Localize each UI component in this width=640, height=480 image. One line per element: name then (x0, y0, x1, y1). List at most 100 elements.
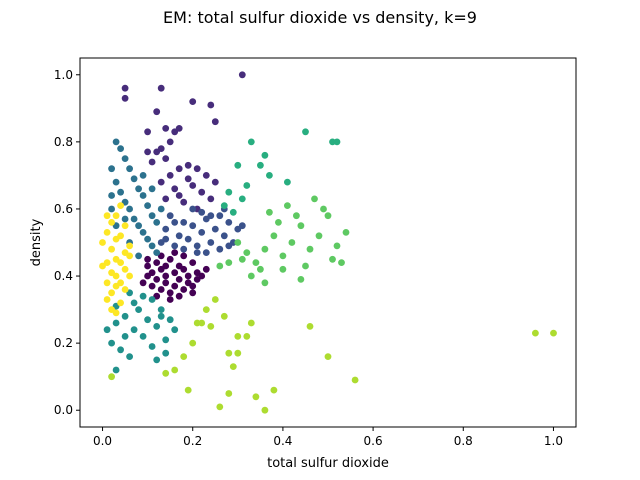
point-cluster-7-18 (270, 386, 278, 394)
point-cluster-4-14 (171, 326, 179, 334)
point-cluster-4-24 (157, 312, 165, 320)
point-cluster-2-12 (211, 225, 219, 233)
point-cluster-6-8 (306, 245, 314, 253)
point-cluster-8-15 (117, 202, 124, 210)
point-cluster-6-18 (266, 208, 273, 216)
point-cluster-4-2 (117, 346, 124, 354)
point-cluster-8-23 (121, 222, 129, 230)
point-cluster-2-14 (220, 232, 228, 240)
point-cluster-0-28 (180, 252, 188, 260)
point-cluster-6-5 (279, 252, 287, 260)
x-tick-label: 0.2 (183, 434, 202, 448)
point-cluster-1-12 (166, 138, 174, 146)
point-cluster-1-22 (157, 178, 165, 186)
point-cluster-4-4 (126, 353, 133, 360)
point-cluster-0-32 (189, 289, 197, 297)
point-cluster-4-25 (112, 366, 120, 374)
point-cluster-4-13 (166, 316, 174, 324)
point-cluster-8-25 (108, 269, 115, 277)
y-tick-label: 0.2 (54, 336, 73, 350)
point-cluster-6-7 (297, 222, 305, 230)
point-cluster-1-1 (121, 94, 129, 102)
point-cluster-0-5 (153, 276, 161, 283)
point-cluster-3-5 (130, 175, 138, 183)
point-cluster-7-26 (247, 319, 255, 327)
point-cluster-3-13 (126, 205, 133, 213)
point-cluster-4-17 (121, 333, 129, 340)
point-cluster-8-0 (99, 239, 106, 246)
point-cluster-8-22 (103, 296, 111, 303)
point-cluster-6-19 (257, 265, 264, 273)
point-cluster-8-28 (117, 279, 124, 287)
point-cluster-5-13 (229, 208, 237, 216)
point-cluster-2-2 (166, 212, 174, 220)
point-cluster-3-15 (130, 215, 138, 223)
point-cluster-4-11 (157, 306, 165, 313)
point-cluster-5-8 (284, 178, 291, 186)
point-cluster-6-12 (342, 229, 350, 236)
point-cluster-3-0 (112, 138, 120, 146)
point-cluster-5-10 (225, 188, 233, 196)
point-cluster-4-21 (103, 326, 111, 334)
point-cluster-8-9 (117, 299, 124, 307)
point-cluster-0-31 (175, 292, 183, 300)
point-cluster-3-16 (153, 219, 161, 226)
x-tick-label: 0.8 (454, 434, 473, 448)
point-cluster-7-17 (261, 406, 269, 414)
point-cluster-0-35 (162, 262, 170, 270)
point-cluster-2-15 (225, 219, 233, 226)
point-cluster-2-28 (162, 235, 170, 243)
point-cluster-7-0 (108, 373, 115, 381)
point-cluster-6-20 (247, 272, 255, 280)
point-cluster-7-20 (324, 353, 332, 360)
point-cluster-8-8 (112, 212, 120, 220)
point-cluster-7-25 (220, 312, 228, 320)
point-cluster-5-2 (329, 138, 336, 146)
point-cluster-1-29 (207, 195, 215, 203)
point-cluster-0-3 (148, 282, 156, 290)
point-cluster-6-3 (261, 245, 269, 253)
y-tick-label: 0.6 (54, 202, 73, 216)
point-cluster-1-8 (144, 128, 152, 136)
point-cluster-7-14 (216, 403, 224, 411)
point-cluster-7-3 (189, 339, 197, 347)
point-cluster-2-20 (198, 208, 206, 216)
point-cluster-2-19 (189, 205, 197, 213)
point-cluster-2-7 (189, 222, 197, 230)
point-cluster-1-33 (211, 178, 219, 186)
point-cluster-0-21 (189, 282, 197, 290)
point-cluster-4-16 (139, 292, 147, 300)
point-cluster-4-7 (139, 333, 147, 340)
point-cluster-8-7 (108, 289, 115, 297)
point-cluster-4-3 (121, 312, 129, 320)
x-tick-label: 1.0 (544, 434, 563, 448)
point-cluster-0-6 (153, 259, 161, 266)
point-cluster-7-13 (184, 386, 192, 394)
point-cluster-3-23 (153, 249, 161, 256)
point-cluster-0-11 (166, 289, 174, 297)
point-cluster-1-4 (153, 108, 161, 116)
point-cluster-0-25 (198, 272, 206, 280)
point-cluster-6-11 (333, 242, 341, 250)
point-cluster-1-15 (153, 148, 161, 156)
point-cluster-7-24 (202, 306, 210, 313)
point-cluster-3-8 (117, 188, 124, 196)
point-cluster-6-27 (279, 265, 287, 273)
point-cluster-2-6 (184, 235, 192, 243)
point-cluster-7-27 (207, 323, 215, 330)
point-cluster-7-19 (306, 323, 314, 330)
point-cluster-7-16 (252, 393, 260, 401)
point-cluster-1-5 (189, 98, 197, 105)
point-cluster-6-16 (284, 202, 291, 210)
point-cluster-1-17 (184, 161, 192, 169)
point-cluster-0-34 (144, 255, 152, 263)
point-cluster-7-23 (550, 329, 557, 337)
point-cluster-1-21 (166, 172, 174, 179)
point-cluster-1-19 (202, 172, 210, 179)
point-cluster-8-16 (121, 286, 129, 293)
x-axis-label: total sulfur dioxide (267, 456, 389, 471)
point-cluster-6-6 (288, 239, 296, 246)
point-cluster-1-25 (198, 188, 206, 196)
point-cluster-7-12 (180, 353, 188, 360)
point-cluster-2-24 (225, 242, 233, 250)
